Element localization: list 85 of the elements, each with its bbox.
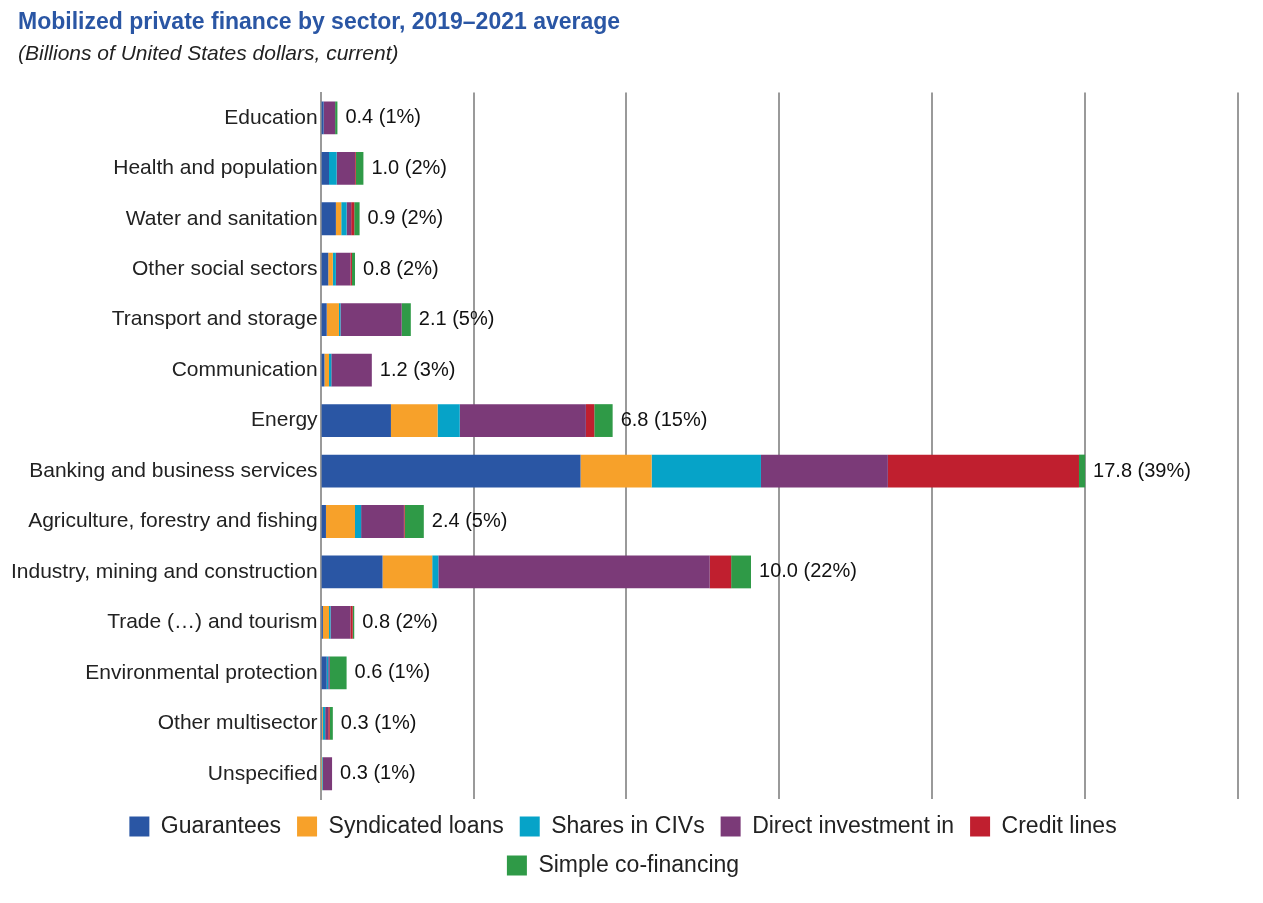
y-tick-label: Energy: [251, 407, 319, 431]
total-label: 0.3 (1%): [340, 761, 416, 784]
y-tick-label: Banking and business services: [29, 457, 318, 481]
bar: [390, 404, 438, 437]
y-tick-label: Environmental protection: [85, 659, 318, 683]
bar: [401, 303, 411, 337]
legend-label: Syndicated loans: [328, 811, 504, 838]
bar: [594, 404, 613, 437]
bar: [321, 252, 329, 286]
bar: [323, 101, 336, 135]
total-label: 0.8 (2%): [362, 609, 438, 632]
chart-title: Mobilized private finance by sector, 2019–2021 average: [18, 8, 622, 35]
bar: [354, 202, 360, 236]
y-tick-label: Agriculture, forestry and fishing: [28, 508, 318, 532]
bar: [321, 404, 391, 437]
total-label: 1.0 (2%): [371, 155, 448, 178]
bar: [438, 555, 710, 589]
bar: [321, 303, 327, 337]
y-tick-label: Trade (…) and tourism: [107, 609, 318, 633]
bar: [324, 353, 330, 387]
bar: [321, 151, 330, 185]
total-label: 0.3 (1%): [340, 710, 417, 733]
bar: [335, 252, 351, 286]
bar: [321, 202, 336, 236]
bar: [404, 505, 424, 538]
bar: [355, 151, 364, 185]
y-tick-label: Other social sectors: [132, 256, 318, 279]
total-label: 17.8 (39%): [1093, 458, 1191, 481]
y-tick-label: Industry, mining and construction: [10, 558, 318, 582]
y-tick-label: Unspecified: [207, 760, 318, 784]
legend-label: Simple co-financing: [538, 850, 740, 877]
bar: [325, 505, 355, 538]
bar: [329, 151, 337, 185]
bar: [330, 606, 351, 639]
bar: [328, 252, 333, 286]
bar: [355, 505, 362, 538]
bar: [321, 454, 581, 488]
bar: [332, 252, 336, 286]
bar: [580, 454, 652, 488]
bar: [760, 454, 888, 488]
total-label: 6.8 (15%): [620, 408, 708, 431]
total-label: 1.2 (3%): [379, 357, 456, 380]
y-tick-label: Health and population: [113, 155, 318, 179]
y-tick-label: Other multisector: [157, 710, 318, 734]
bar: [331, 353, 372, 387]
legend-label: Credit lines: [1001, 811, 1117, 838]
bar: [321, 555, 383, 589]
total-label: 0.4 (1%): [345, 105, 422, 128]
total-label: 2.1 (5%): [418, 307, 495, 330]
bar: [459, 404, 586, 437]
total-label: 0.9 (2%): [367, 206, 444, 229]
total-label: 2.4 (5%): [431, 509, 508, 531]
bar: [351, 202, 355, 236]
bar: [329, 656, 347, 690]
total-label: 0.6 (1%): [354, 660, 431, 683]
bar: [326, 303, 339, 337]
bar: [340, 303, 402, 337]
bar: [335, 202, 342, 236]
y-tick-label: Transport and storage: [111, 306, 318, 330]
bar: [1078, 454, 1086, 488]
bar: [336, 151, 355, 185]
bar: [651, 454, 761, 488]
bar: [709, 555, 732, 589]
bar: [321, 505, 326, 538]
y-tick-label: Education: [224, 104, 318, 128]
bar: [322, 757, 333, 791]
legend-label: Guarantees: [160, 811, 282, 838]
bar: [321, 656, 327, 690]
bar: [887, 454, 1079, 488]
y-tick-label: Communication: [171, 356, 318, 380]
total-label: 0.8 (2%): [363, 256, 439, 279]
bar: [361, 505, 404, 538]
bar: [437, 404, 460, 437]
bar: [585, 404, 595, 437]
chart-subtitle: (Billions of United States dollars, current): [18, 41, 400, 65]
bar: [341, 202, 347, 236]
bar: [731, 555, 752, 589]
legend-label: Direct investment in: [752, 811, 955, 838]
bar: [432, 555, 439, 589]
bar: [322, 606, 330, 639]
bar: [382, 555, 433, 589]
bar: [321, 101, 324, 135]
legend-label: Shares in CIVs: [551, 811, 705, 838]
total-label: 10.0 (22%): [759, 559, 857, 582]
y-tick-label: Water and sanitation: [125, 205, 318, 229]
